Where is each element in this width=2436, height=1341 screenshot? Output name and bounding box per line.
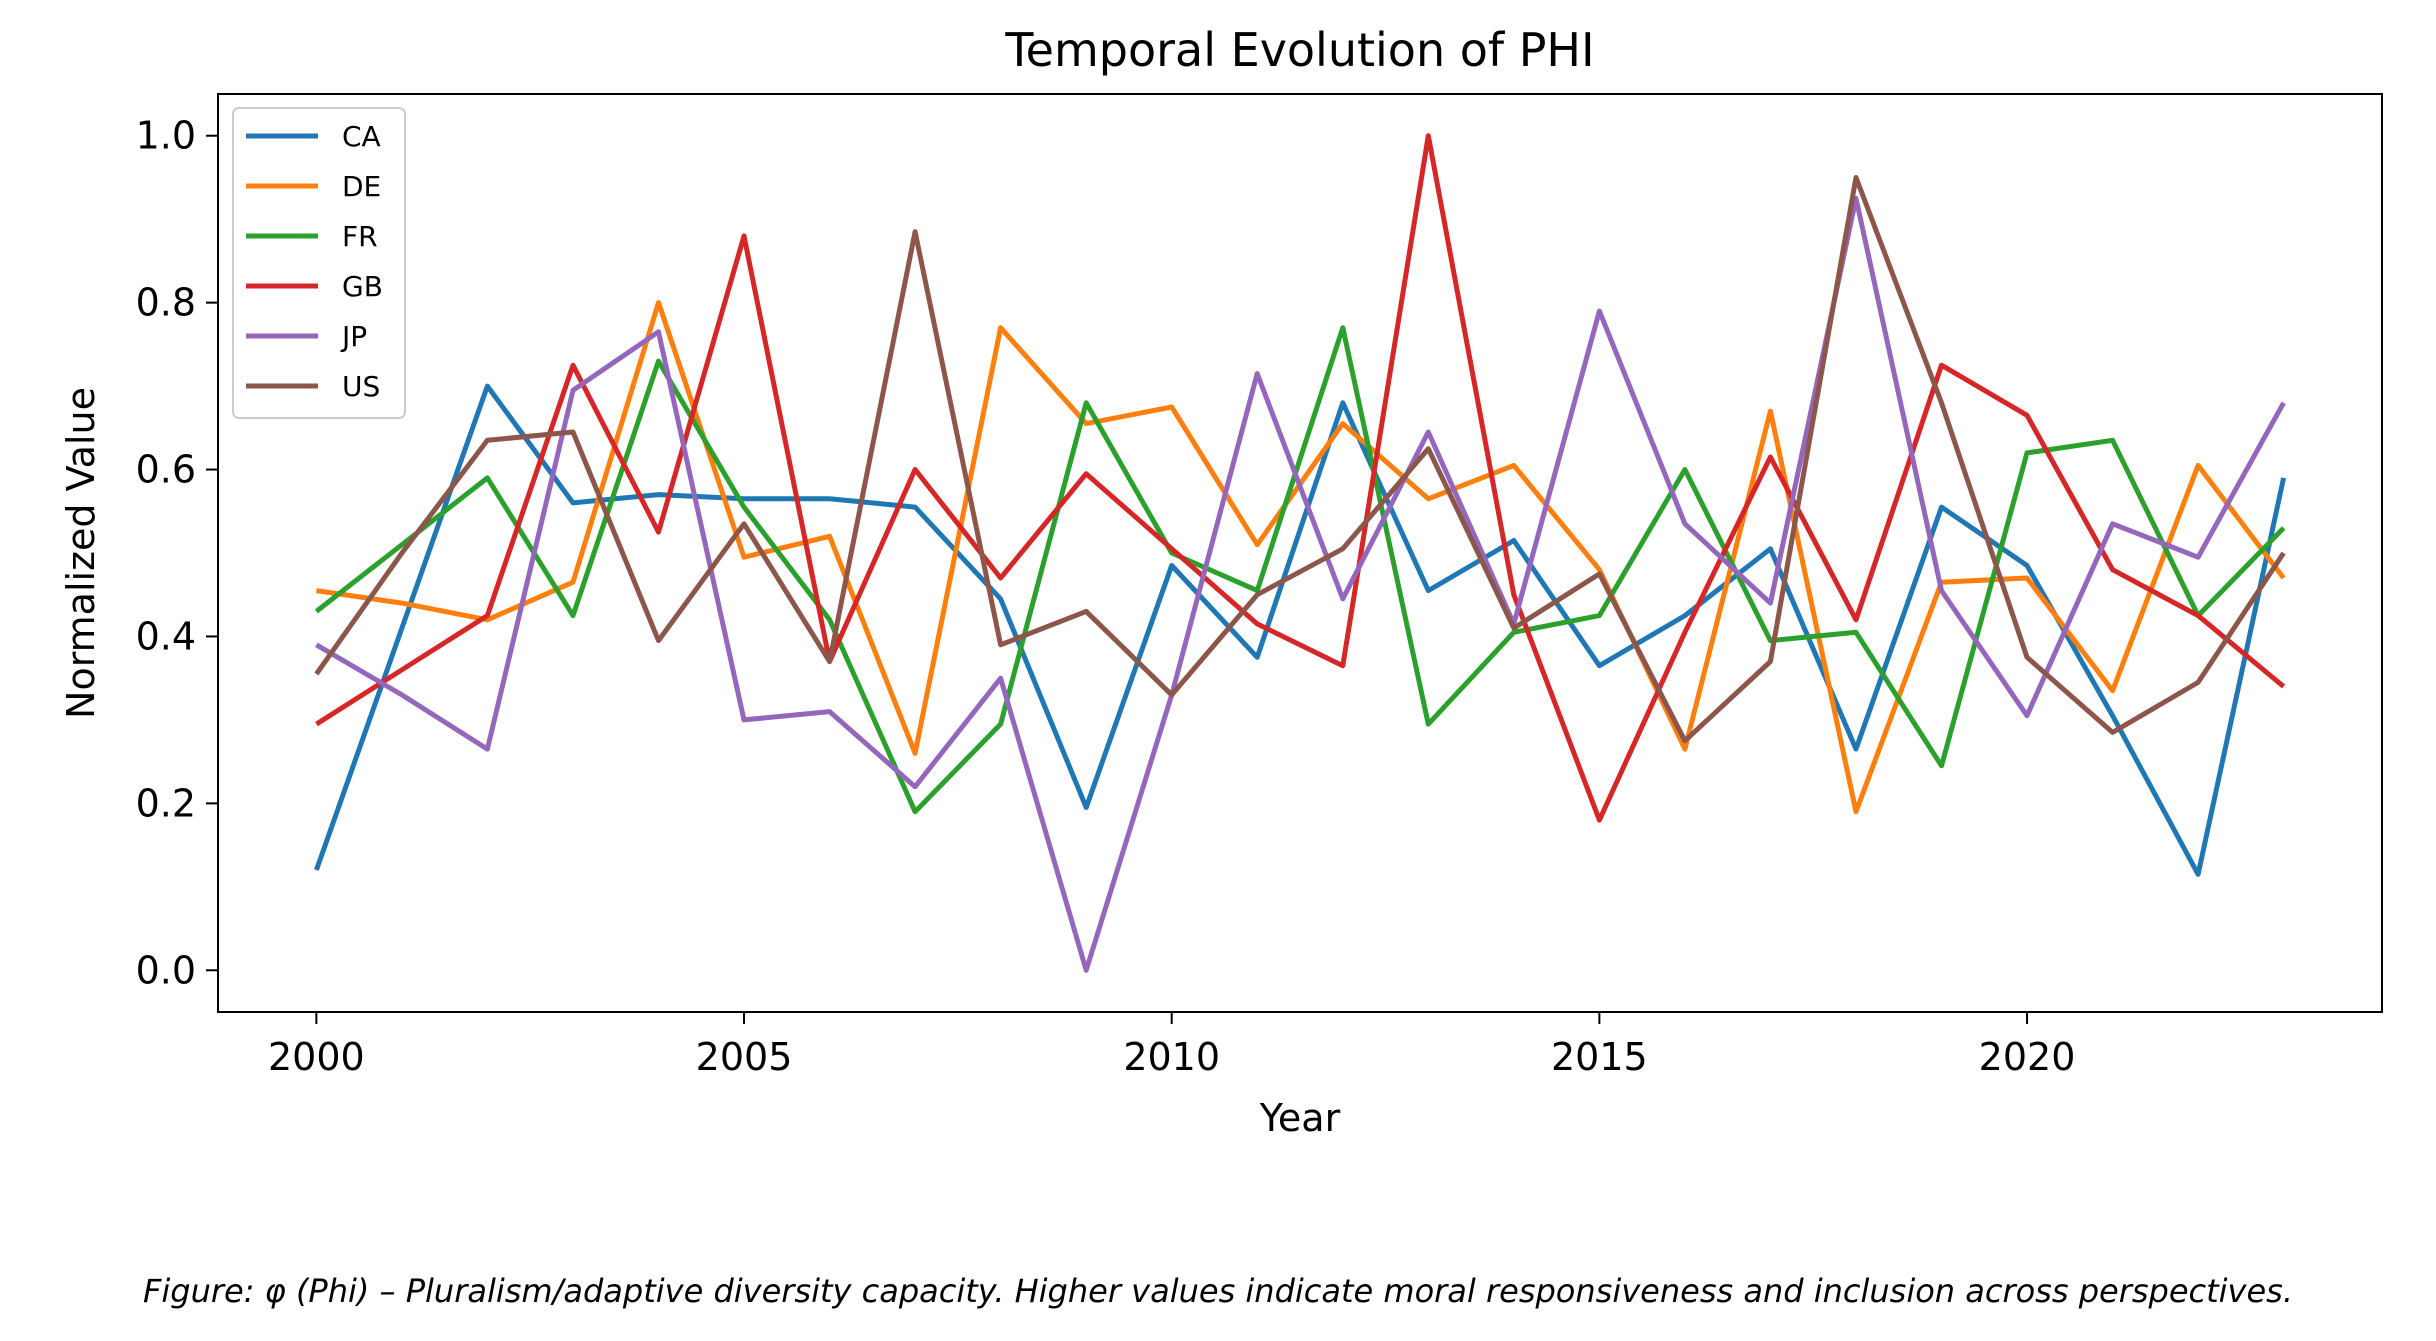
y-tick-label: 1.0 (136, 114, 196, 158)
legend-label-us: US (342, 370, 380, 403)
x-tick-label: 2015 (1551, 1035, 1648, 1079)
legend-label-de: DE (342, 170, 381, 203)
legend-label-gb: GB (342, 270, 383, 303)
x-tick-label: 2005 (696, 1035, 793, 1079)
series-line-gb (315, 133, 2286, 823)
y-axis-ticks: 0.0 0.2 0.4 0.6 0.8 1.0 (136, 114, 218, 992)
y-tick-label: 0.6 (136, 448, 196, 492)
x-axis-label: Year (1259, 1096, 1341, 1140)
y-tick-label: 0.0 (136, 948, 196, 992)
series-line-fr (314, 325, 2286, 815)
series-line-jp (315, 195, 2286, 973)
y-axis-label: Normalized Value (59, 387, 103, 719)
legend-label-fr: FR (342, 220, 378, 253)
y-tick-label: 0.4 (136, 614, 196, 658)
x-axis-ticks: 2000 2005 2010 2015 2020 (268, 1012, 2075, 1079)
legend-label-jp: JP (340, 320, 367, 353)
series-line-ca (314, 383, 2287, 877)
plot-frame (217, 93, 2383, 1013)
chart-title: Temporal Evolution of PHI (1004, 23, 1594, 77)
x-tick-label: 2000 (268, 1035, 365, 1079)
legend-label-ca: CA (342, 120, 381, 153)
legend: CA DE FR GB JP US (232, 107, 406, 419)
x-tick-label: 2010 (1123, 1035, 1220, 1079)
figure-caption: Figure: φ (Phi) – Pluralism/adaptive div… (142, 1272, 2294, 1310)
series-layer (314, 133, 2287, 973)
series-line-us (314, 175, 2286, 744)
x-tick-label: 2020 (1979, 1035, 2076, 1079)
y-tick-label: 0.8 (136, 281, 196, 325)
y-tick-label: 0.2 (136, 781, 196, 825)
